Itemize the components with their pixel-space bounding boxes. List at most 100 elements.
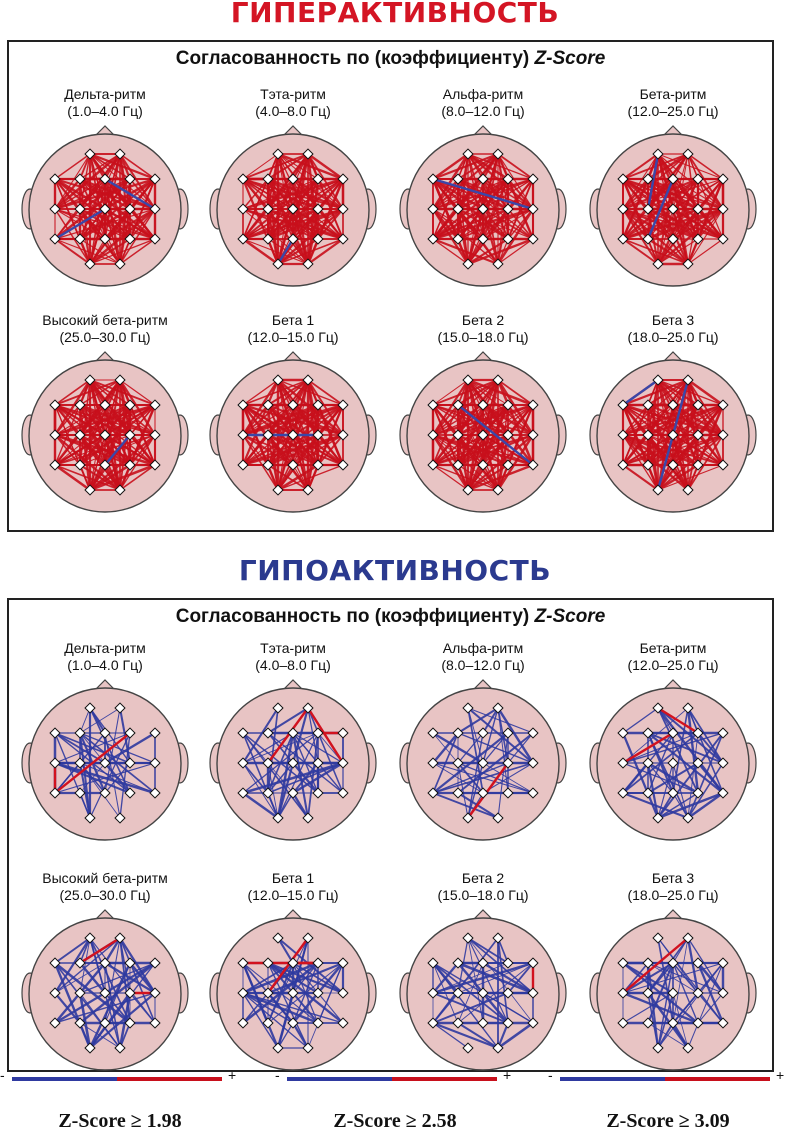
head-map-beta-1: Бета 1 (12.0–15.0 Гц) [199,312,387,542]
head-map-alpha: Альфа-ритм (8.0–12.0 Гц) [389,640,577,870]
band-range: (4.0–8.0 Гц) [255,657,331,673]
electrode [337,399,349,411]
band-range: (25.0–30.0 Гц) [59,887,151,903]
electrode [527,787,539,799]
connection-line [242,962,294,994]
electrode [74,203,86,215]
electrode [477,173,489,185]
electrode [692,203,704,215]
electrode [262,727,274,739]
electrode [262,429,274,441]
electrode [492,702,504,714]
connection-line [79,707,121,734]
connection-line [507,962,534,994]
connection-line [54,177,156,211]
electrode [427,173,439,185]
connection-line [622,208,674,240]
electrode [692,727,704,739]
electrode [667,203,679,215]
panel-heading: Согласованность по (коэффициенту) Z-Scor… [9,606,772,628]
connection-line [657,464,724,491]
electrode [452,399,464,411]
electrode [337,173,349,185]
connection-line [657,1022,674,1049]
panel-heading-zscore: Z-Score [534,606,606,627]
electrode [667,957,679,969]
electrode [427,1017,439,1029]
connection-line [467,238,509,265]
connection-line [687,379,724,436]
connection-lines [53,379,157,492]
head-diagram [589,351,757,513]
electrode [114,374,126,386]
electrode [667,727,679,739]
connection-line [276,992,295,1049]
connection-line [432,379,469,436]
electrode [302,1042,314,1054]
band-name: Альфа-ритм [442,86,524,102]
connection-line [79,1022,121,1049]
electrode [312,757,324,769]
connection-line [54,178,81,210]
electrode [642,429,654,441]
electrode [527,757,539,769]
electrode [124,1017,136,1029]
electrode [237,957,249,969]
connection-line [622,153,659,180]
connection-line [432,434,469,491]
legend-positive-segment [117,1077,222,1081]
connection-lines [431,152,535,266]
connection-line [277,464,294,491]
connection-line [622,404,649,436]
connection-line [647,962,674,994]
connection-line [622,178,724,210]
connection-line [672,992,689,1049]
electrode [452,1017,464,1029]
electrode [717,399,729,411]
electrode [527,727,539,739]
electrode [49,787,61,799]
electrode [492,1042,504,1054]
connection-line [622,434,724,466]
connection-line [622,238,659,265]
connection-line [89,238,156,265]
connection-line [622,178,674,210]
connection-line [79,238,121,265]
accent-connection-line [267,937,309,994]
connection-line [687,707,724,794]
connection-line [657,962,674,1049]
electrode [302,148,314,160]
legend-minus: - [0,1067,5,1083]
connection-line [432,379,469,406]
connection-line [647,434,724,466]
connection-line [54,463,91,492]
electrode [337,787,349,799]
electrode [682,812,694,824]
connection-line [657,238,699,265]
connection-line [54,208,156,240]
connection-line [79,762,106,794]
connection-line [267,762,344,794]
legend-color-bar [287,1077,497,1081]
connection-line [622,434,674,466]
connection-line [242,237,279,266]
electrode [74,459,86,471]
connection-line [267,792,279,819]
connection-line [482,762,534,794]
electrode [262,987,274,999]
band-range: (18.0–25.0 Гц) [627,887,719,903]
accent-connection-line [432,177,534,211]
electrode [262,787,274,799]
legend-label: Z-Score ≥ 2.58 [333,1110,457,1132]
connection-line [54,464,121,491]
connection-line [432,962,459,994]
electrode [527,233,539,245]
connection-line [687,464,699,491]
electrode [49,987,61,999]
legend-minus: - [548,1067,553,1083]
accent-connection-line [622,731,674,765]
electrode [149,727,161,739]
accent-connection-line [622,937,689,994]
electrode [312,429,324,441]
head-diagram [21,909,189,1071]
